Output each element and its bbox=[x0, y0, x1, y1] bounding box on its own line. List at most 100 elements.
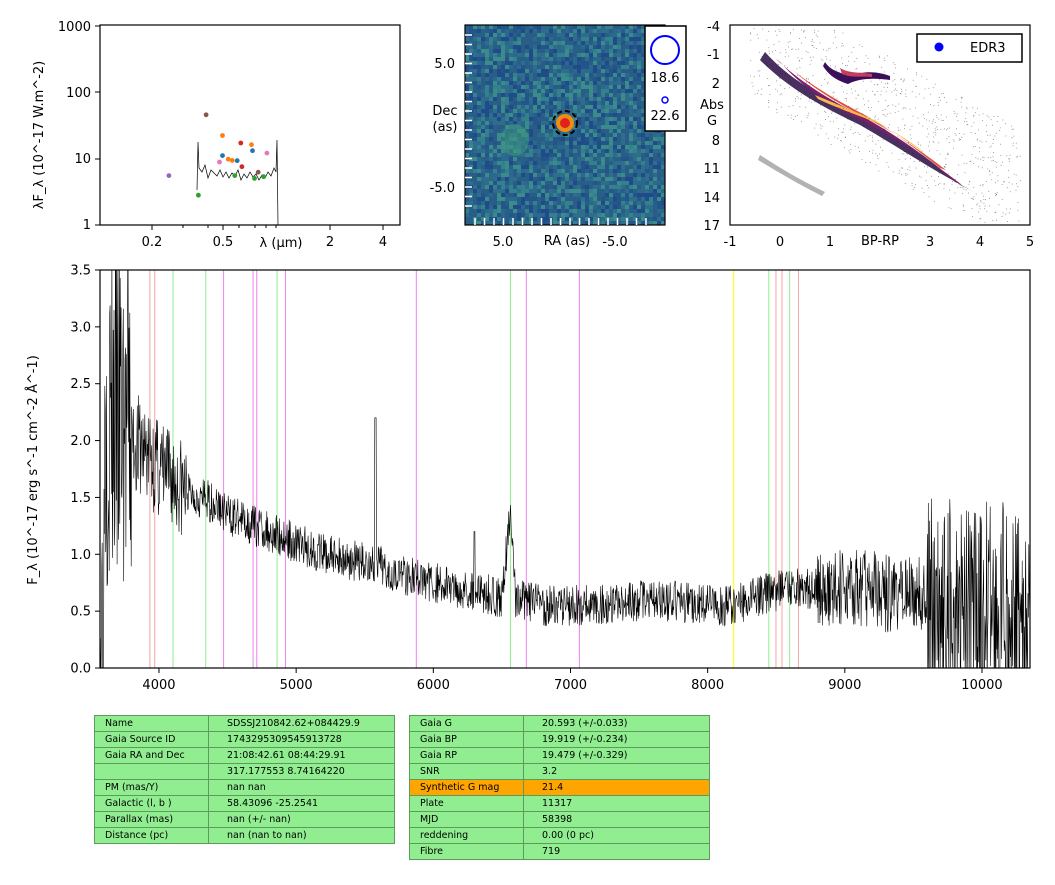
sed-ytick-label: 10 bbox=[74, 152, 91, 167]
table-row: Name SDSSJ210842.62+084429.9 bbox=[94, 715, 395, 732]
sed-axes-frame bbox=[99, 24, 401, 226]
table-key-cell: Synthetic G mag bbox=[409, 779, 524, 796]
cmd-ytick-label: 14 bbox=[703, 191, 720, 206]
cmd-xtick-label: -1 bbox=[724, 235, 737, 250]
table-key-cell: Name bbox=[94, 715, 209, 732]
cmd-axes-frame bbox=[729, 24, 1031, 226]
cmd-ytick-label: -4 bbox=[707, 20, 720, 35]
sed-xtick-label: 2 bbox=[326, 235, 334, 250]
table-row: Fibre 719 bbox=[409, 843, 710, 860]
spectrum-xtick-label: 5000 bbox=[280, 678, 313, 693]
table-row: Parallax (mas) nan (+/- nan) bbox=[94, 811, 395, 828]
table-row: Gaia BP 19.919 (+/-0.234) bbox=[409, 731, 710, 748]
cmd-xtick-label: 0 bbox=[776, 235, 784, 250]
image-ytick-label: 5.0 bbox=[434, 57, 455, 72]
table-row: Galactic (l, b ) 58.43096 -25.2541 bbox=[94, 795, 395, 812]
table-row: reddening 0.00 (0 pc) bbox=[409, 827, 710, 844]
table-value-cell: 0.00 (0 pc) bbox=[523, 827, 710, 844]
image-xtick-label: 5.0 bbox=[493, 235, 514, 250]
sed-point bbox=[264, 150, 270, 156]
info-table-left: Name SDSSJ210842.62+084429.9 Gaia Source I… bbox=[94, 715, 395, 844]
sed-point bbox=[261, 174, 266, 180]
spectrum-xtick-label: 9000 bbox=[828, 678, 861, 693]
table-key-cell: Distance (pc) bbox=[94, 827, 209, 844]
cmd-xtick-label: 4 bbox=[976, 235, 984, 250]
spectrum-ytick-label: 1.0 bbox=[70, 548, 91, 563]
table-key-cell: Gaia Source ID bbox=[94, 731, 209, 748]
image-ticks bbox=[465, 34, 647, 225]
info-table-right: Gaia G 20.593 (+/-0.033) Gaia BP 19.919 (+/… bbox=[409, 715, 710, 860]
table-row: Gaia Source ID 1743295309545913728 bbox=[94, 731, 395, 748]
cmd-panel: -4 -1 2 5 8 11 14 17 Abs G -1 0 1 3 4 5 … bbox=[695, 20, 1034, 250]
spectrum-ytick-label: 2.5 bbox=[70, 377, 91, 392]
image-legend-small-circle bbox=[661, 96, 669, 104]
image-faint-source bbox=[501, 124, 529, 156]
sed-point bbox=[234, 158, 240, 164]
sed-ytick-label: 1 bbox=[83, 218, 91, 233]
table-value-cell: SDSSJ210842.62+084429.9 bbox=[208, 715, 395, 732]
sed-point bbox=[249, 142, 254, 148]
sed-ylabel: λF_λ (10^-17 W.m^-2) bbox=[32, 61, 47, 209]
sed-yticks: 1 10 100 1000 bbox=[58, 20, 100, 233]
sed-xlabel: λ (μm) bbox=[260, 236, 303, 251]
sed-ytick-label: 100 bbox=[66, 86, 91, 101]
sed-xtick-label: 4 bbox=[379, 235, 387, 250]
table-key-cell: Gaia BP bbox=[409, 731, 524, 748]
spectrum-series-line bbox=[100, 270, 1030, 668]
spectrum-xtick-label: 8000 bbox=[691, 678, 724, 693]
cmd-ytick-label: 8 bbox=[712, 134, 720, 149]
sed-point bbox=[225, 156, 231, 162]
spectrum-ytick-label: 0.0 bbox=[70, 662, 91, 677]
table-key-cell: Fibre bbox=[409, 843, 524, 860]
sed-point bbox=[255, 169, 261, 175]
cmd-ylabel-1: Abs bbox=[700, 98, 724, 113]
cmd-ylabel-2: G bbox=[707, 114, 717, 129]
cmd-xlabel: BP-RP bbox=[861, 234, 899, 249]
sed-point bbox=[229, 158, 235, 163]
table-row: Distance (pc) nan (nan to nan) bbox=[94, 827, 395, 844]
table-key-cell: Plate bbox=[409, 795, 524, 812]
table-row: Gaia RP 19.479 (+/-0.329) bbox=[409, 747, 710, 764]
table-key-cell: SNR bbox=[409, 763, 524, 780]
table-key-cell: MJD bbox=[409, 811, 524, 828]
spectrum-ytick-label: 3.0 bbox=[70, 320, 91, 335]
image-legend-label: 18.6 bbox=[651, 71, 680, 86]
table-value-cell: nan (+/- nan) bbox=[208, 811, 395, 828]
sed-ytick-label: 1000 bbox=[58, 20, 91, 35]
table-key-cell: Gaia G bbox=[409, 715, 524, 732]
spectrum-axes-frame bbox=[99, 269, 1031, 669]
table-value-cell: 58398 bbox=[523, 811, 710, 828]
cmd-legend-marker bbox=[934, 42, 944, 52]
image-xtick-label: -5.0 bbox=[602, 235, 627, 250]
table-row: Gaia RA and Dec 21:08:42.61 08:44:29.91 bbox=[94, 747, 395, 764]
image-ylabel-2: (as) bbox=[433, 120, 458, 135]
image-ytick-label: -5.0 bbox=[430, 181, 455, 196]
table-value-cell: nan (nan to nan) bbox=[208, 827, 395, 844]
sed-point bbox=[250, 148, 255, 154]
table-value-cell: 21:08:42.61 08:44:29.91 bbox=[208, 747, 395, 764]
spectrum-panel: 0.0 0.5 1.0 1.5 2.0 2.5 3.0 3.5 4000 5000 6000 700… bbox=[25, 264, 1031, 693]
image-legend-label: 22.6 bbox=[651, 109, 680, 124]
table-value-cell: 719 bbox=[523, 843, 710, 860]
cmd-scatter bbox=[750, 28, 1021, 223]
table-row: MJD 58398 bbox=[409, 811, 710, 828]
image-panel: 5.0 -5.0 5.0 -5.0 RA (as) Dec (as) 18.6 … bbox=[430, 24, 687, 250]
cmd-xticks: -1 0 1 3 4 5 bbox=[724, 235, 1035, 250]
table-row: SNR 3.2 bbox=[409, 763, 710, 780]
table-value-cell: 19.919 (+/-0.234) bbox=[523, 731, 710, 748]
sed-xtick-label: 0.2 bbox=[142, 235, 163, 250]
sed-panel: 1 10 100 1000 0.2 0.5 2 4 λ (μm) λF_λ (1… bbox=[32, 20, 401, 251]
table-value-cell: 1743295309545913728 bbox=[208, 731, 395, 748]
image-ylabel-1: Dec bbox=[432, 104, 457, 119]
image-legend-big-circle bbox=[650, 35, 680, 65]
cmd-legend: EDR3 bbox=[916, 33, 1023, 63]
spectrum-xticks: 4000 5000 6000 7000 8000 9000 10000 bbox=[142, 668, 1003, 693]
image-legend: 18.6 22.6 bbox=[644, 25, 687, 132]
cmd-legend-box bbox=[916, 33, 1023, 63]
table-key-cell: Gaia RP bbox=[409, 747, 524, 764]
cmd-density bbox=[758, 52, 975, 196]
cmd-xtick-label: 1 bbox=[826, 235, 834, 250]
cmd-ytick-label: 11 bbox=[703, 162, 720, 177]
spectrum-ytick-label: 1.5 bbox=[70, 491, 91, 506]
sed-spectrum-line bbox=[196, 139, 279, 226]
